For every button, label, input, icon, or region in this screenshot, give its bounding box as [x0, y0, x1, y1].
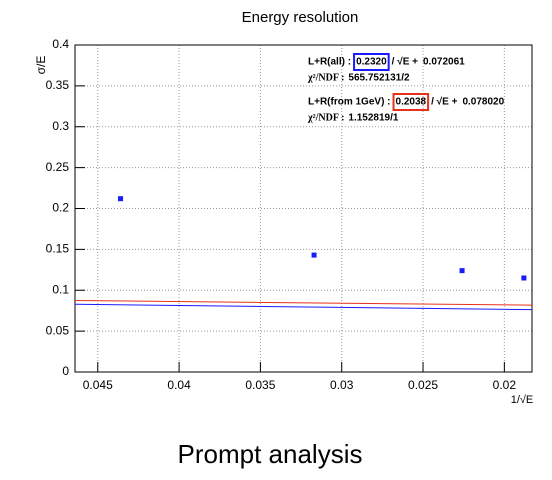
- caption: Prompt analysis: [178, 439, 363, 469]
- x-tick-label: 0.045: [83, 378, 113, 392]
- fit-name: L+R(all) :: [308, 57, 351, 68]
- chi2-value: 1.152819/1: [348, 113, 398, 124]
- chi2-value: 565.752131/2: [348, 73, 410, 84]
- fit-line: [74, 303, 533, 311]
- fit-line: [74, 299, 533, 306]
- x-tick-label: 0.02: [493, 378, 517, 392]
- point: [118, 196, 124, 202]
- y-tick-label: 0.3: [52, 119, 69, 133]
- x-tick-label: 0.025: [408, 378, 438, 392]
- x-axis-label: 1/√E: [511, 394, 534, 406]
- fit-formula: / √E +: [431, 97, 457, 108]
- chi2-label: χ²/NDF :: [307, 112, 344, 123]
- point: [459, 268, 465, 274]
- y-tick-label: 0.25: [46, 160, 70, 174]
- y-tick-label: 0.15: [46, 242, 70, 256]
- y-tick-label: 0.4: [52, 37, 69, 51]
- x-tick-label: 0.035: [245, 378, 275, 392]
- fit-intercept: 0.078020: [462, 97, 504, 108]
- x-tick-label: 0.04: [167, 378, 191, 392]
- point: [311, 252, 317, 258]
- y-tick-label: 0.2: [52, 201, 69, 215]
- plot-frame: [74, 44, 533, 373]
- chi2-label: χ²/NDF :: [307, 72, 344, 83]
- x-tick-label: 0.03: [330, 378, 354, 392]
- chart-title: Energy resolution: [242, 9, 359, 26]
- fit-slope: 0.2038: [396, 97, 427, 108]
- highlight-box: [353, 53, 390, 71]
- point: [521, 275, 527, 281]
- y-tick-label: 0.1: [52, 282, 69, 296]
- y-tick-label: 0.05: [46, 323, 70, 337]
- fit-intercept: 0.072061: [423, 57, 465, 68]
- highlight-box: [392, 93, 430, 111]
- fit-slope: 0.2320: [356, 57, 387, 68]
- y-axis-label: σ/E: [34, 56, 48, 75]
- y-tick-label: 0.35: [46, 78, 70, 92]
- fit-name: L+R(from 1GeV) :: [308, 97, 391, 108]
- fit-formula: / √E +: [392, 57, 418, 68]
- y-tick-label: 0: [62, 364, 69, 378]
